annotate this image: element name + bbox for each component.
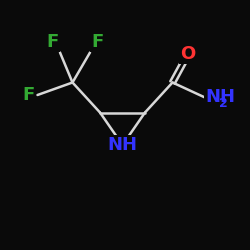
Text: O: O <box>180 45 195 63</box>
Text: F: F <box>91 33 104 51</box>
Text: NH: NH <box>108 136 138 154</box>
Text: 2: 2 <box>220 97 228 110</box>
Text: NH: NH <box>205 88 235 106</box>
Text: F: F <box>23 86 35 104</box>
Text: F: F <box>46 33 59 51</box>
